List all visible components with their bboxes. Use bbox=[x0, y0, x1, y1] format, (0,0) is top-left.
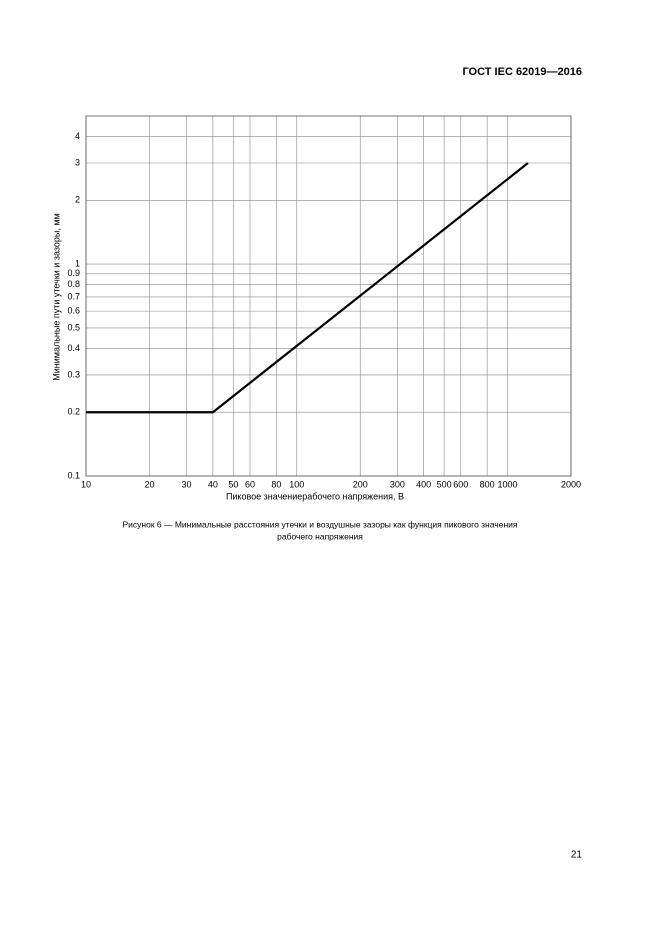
x-tick-label: 60 bbox=[245, 479, 255, 489]
y-tick-label: 0.3 bbox=[67, 369, 80, 379]
x-tick-label: 20 bbox=[144, 479, 154, 489]
y-axis-label: Минимальные пути утечки и зазоры, мм bbox=[51, 213, 61, 380]
x-tick-label: 40 bbox=[208, 479, 218, 489]
x-axis-label: Пиковое значениерабочего напряжения, В bbox=[226, 491, 404, 501]
x-tick-label: 10 bbox=[81, 479, 91, 489]
y-tick-label: 1 bbox=[75, 258, 80, 268]
y-tick-label: 0.1 bbox=[67, 470, 80, 480]
y-tick-label: 4 bbox=[75, 131, 80, 141]
y-tick-label: 0.4 bbox=[67, 343, 80, 353]
page-number: 21 bbox=[571, 850, 583, 861]
x-tick-label: 100 bbox=[289, 479, 304, 489]
y-tick-label: 0.2 bbox=[67, 407, 80, 417]
x-tick-label: 200 bbox=[353, 479, 368, 489]
x-tick-label: 300 bbox=[390, 479, 405, 489]
x-tick-label: 80 bbox=[271, 479, 281, 489]
data-line bbox=[86, 162, 529, 414]
caption-line: Рисунок 6 — Минимальные расстояния утечк… bbox=[122, 519, 517, 529]
y-tick-label: 0.8 bbox=[67, 279, 80, 289]
x-tick-label: 800 bbox=[480, 479, 495, 489]
caption-line: рабочего напряжения bbox=[277, 531, 363, 541]
x-tick-label: 50 bbox=[228, 479, 238, 489]
y-tick-label: 2 bbox=[75, 195, 80, 205]
y-tick-label: 0.6 bbox=[67, 305, 80, 315]
plot-frame bbox=[85, 115, 572, 477]
x-tick-label: 600 bbox=[453, 479, 468, 489]
y-tick-label: 3 bbox=[75, 157, 80, 167]
x-tick-label: 2000 bbox=[561, 479, 581, 489]
y-tick-label: 0.5 bbox=[67, 322, 80, 332]
y-tick-label: 0.9 bbox=[67, 268, 80, 278]
x-tick-label: 500 bbox=[437, 479, 452, 489]
header-title: ГОСТ IEC 62019—2016 bbox=[462, 66, 582, 78]
x-tick-label: 1000 bbox=[498, 479, 518, 489]
x-tick-label: 400 bbox=[416, 479, 431, 489]
x-tick-label: 30 bbox=[182, 479, 192, 489]
y-tick-label: 0.7 bbox=[67, 291, 80, 301]
